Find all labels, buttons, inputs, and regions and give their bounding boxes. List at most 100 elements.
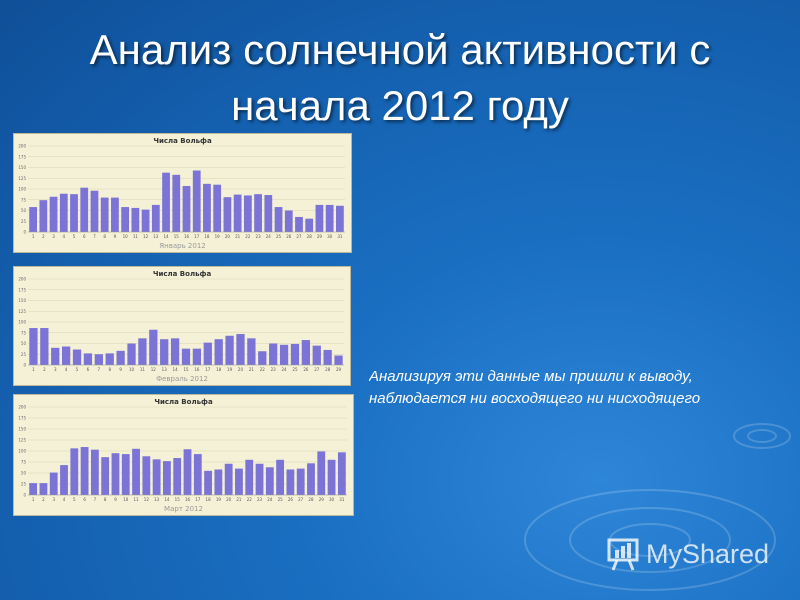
y-tick-label: 150 xyxy=(18,298,26,303)
x-tick-label: 19 xyxy=(215,234,221,239)
x-tick-label: 27 xyxy=(314,367,320,372)
x-tick-label: 23 xyxy=(257,497,263,502)
x-tick-label: 29 xyxy=(317,234,323,239)
x-tick-label: 18 xyxy=(204,234,210,239)
bar xyxy=(312,345,321,365)
x-tick-label: 18 xyxy=(216,367,222,372)
x-tick-label: 6 xyxy=(87,367,90,372)
bar xyxy=(163,461,171,495)
x-tick-label: 9 xyxy=(114,497,117,502)
bar xyxy=(111,197,119,232)
bar xyxy=(173,458,182,495)
x-tick-label: 24 xyxy=(266,234,272,239)
y-tick-label: 0 xyxy=(23,230,26,235)
x-tick-label: 22 xyxy=(260,367,266,372)
y-tick-label: 75 xyxy=(21,330,27,335)
x-tick-label: 12 xyxy=(151,367,157,372)
watermark-text: MyShared xyxy=(646,538,770,569)
x-tick-label: 3 xyxy=(52,234,55,239)
bar xyxy=(192,348,202,365)
bar xyxy=(127,343,136,365)
body-text-line-2: наблюдается ни восходящего ни нисходящег… xyxy=(369,390,701,407)
bar xyxy=(336,205,344,232)
x-tick-label: 1 xyxy=(32,367,35,372)
bar xyxy=(223,197,232,232)
x-tick-label: 23 xyxy=(271,367,277,372)
bar xyxy=(49,472,58,495)
x-tick-label: 9 xyxy=(119,367,122,372)
y-tick-label: 125 xyxy=(18,176,26,181)
bar xyxy=(224,463,233,495)
y-tick-label: 75 xyxy=(21,197,27,202)
bar xyxy=(307,463,315,495)
x-tick-label: 1 xyxy=(32,234,35,239)
bar xyxy=(151,204,160,232)
watermark: MyShared xyxy=(606,532,769,576)
x-tick-label: 11 xyxy=(133,234,139,239)
chart-title: Числа Вольфа xyxy=(153,270,212,278)
y-tick-label: 150 xyxy=(18,427,26,432)
bar xyxy=(61,346,71,365)
bar xyxy=(29,328,38,365)
y-tick-label: 0 xyxy=(23,493,26,498)
bar xyxy=(258,351,267,365)
x-tick-label: 8 xyxy=(108,367,111,372)
bar xyxy=(100,197,109,232)
bar xyxy=(323,349,332,365)
chart-title: Числа Вольфа xyxy=(154,398,213,406)
bar xyxy=(149,329,158,365)
x-tick-label: 2 xyxy=(42,234,45,239)
y-tick-label: 50 xyxy=(21,471,27,476)
x-tick-label: 16 xyxy=(194,367,200,372)
x-tick-label: 4 xyxy=(63,497,66,502)
x-tick-label: 10 xyxy=(129,367,135,372)
bar xyxy=(337,452,346,495)
x-tick-label: 5 xyxy=(73,234,76,239)
x-tick-label: 21 xyxy=(249,367,255,372)
y-tick-label: 150 xyxy=(18,165,26,170)
bar xyxy=(265,467,274,495)
x-tick-label: 21 xyxy=(236,497,242,502)
bar xyxy=(192,170,201,232)
x-tick-label: 17 xyxy=(205,367,211,372)
x-tick-label: 13 xyxy=(154,497,160,502)
y-tick-label: 50 xyxy=(21,341,27,346)
chart-february: Числа Вольфа 0 25 50 75 100 125 150 175 200 1 2 3 4 5 6… xyxy=(13,266,351,386)
bar xyxy=(80,447,89,495)
bar xyxy=(305,218,314,232)
bar xyxy=(29,207,37,232)
x-tick-label: 30 xyxy=(327,234,333,239)
x-tick-label: 7 xyxy=(94,497,97,502)
x-tick-label: 14 xyxy=(164,497,170,502)
bar xyxy=(121,454,130,495)
x-tick-label: 28 xyxy=(325,367,331,372)
bar xyxy=(183,449,192,495)
y-tick-label: 0 xyxy=(23,363,26,368)
bar xyxy=(141,209,150,232)
bar xyxy=(170,338,180,365)
x-tick-label: 10 xyxy=(123,234,129,239)
x-tick-label: 20 xyxy=(226,497,232,502)
bar xyxy=(90,190,99,232)
x-tick-label: 20 xyxy=(238,367,244,372)
x-tick-label: 12 xyxy=(143,234,149,239)
x-tick-label: 6 xyxy=(83,497,86,502)
chart-march: Числа Вольфа 0 25 50 75 100 125 150 175 200 1 2 3 4 5 6… xyxy=(13,394,354,516)
chart-month-label: Январь 2012 xyxy=(159,242,205,250)
bar xyxy=(264,195,273,232)
x-tick-label: 31 xyxy=(339,497,345,502)
bar xyxy=(29,483,38,495)
x-tick-label: 7 xyxy=(98,367,101,372)
x-tick-label: 19 xyxy=(227,367,233,372)
chart-january: Числа Вольфа 0 25 50 75 100 125 150 175 200 1 2 3 4 5 6… xyxy=(13,133,352,253)
bar xyxy=(284,210,293,232)
x-tick-label: 9 xyxy=(114,234,117,239)
bar xyxy=(172,174,181,232)
bar xyxy=(70,448,79,495)
x-tick-label: 6 xyxy=(83,234,86,239)
x-tick-label: 26 xyxy=(286,234,292,239)
x-tick-label: 28 xyxy=(307,234,313,239)
x-tick-label: 1 xyxy=(32,497,35,502)
